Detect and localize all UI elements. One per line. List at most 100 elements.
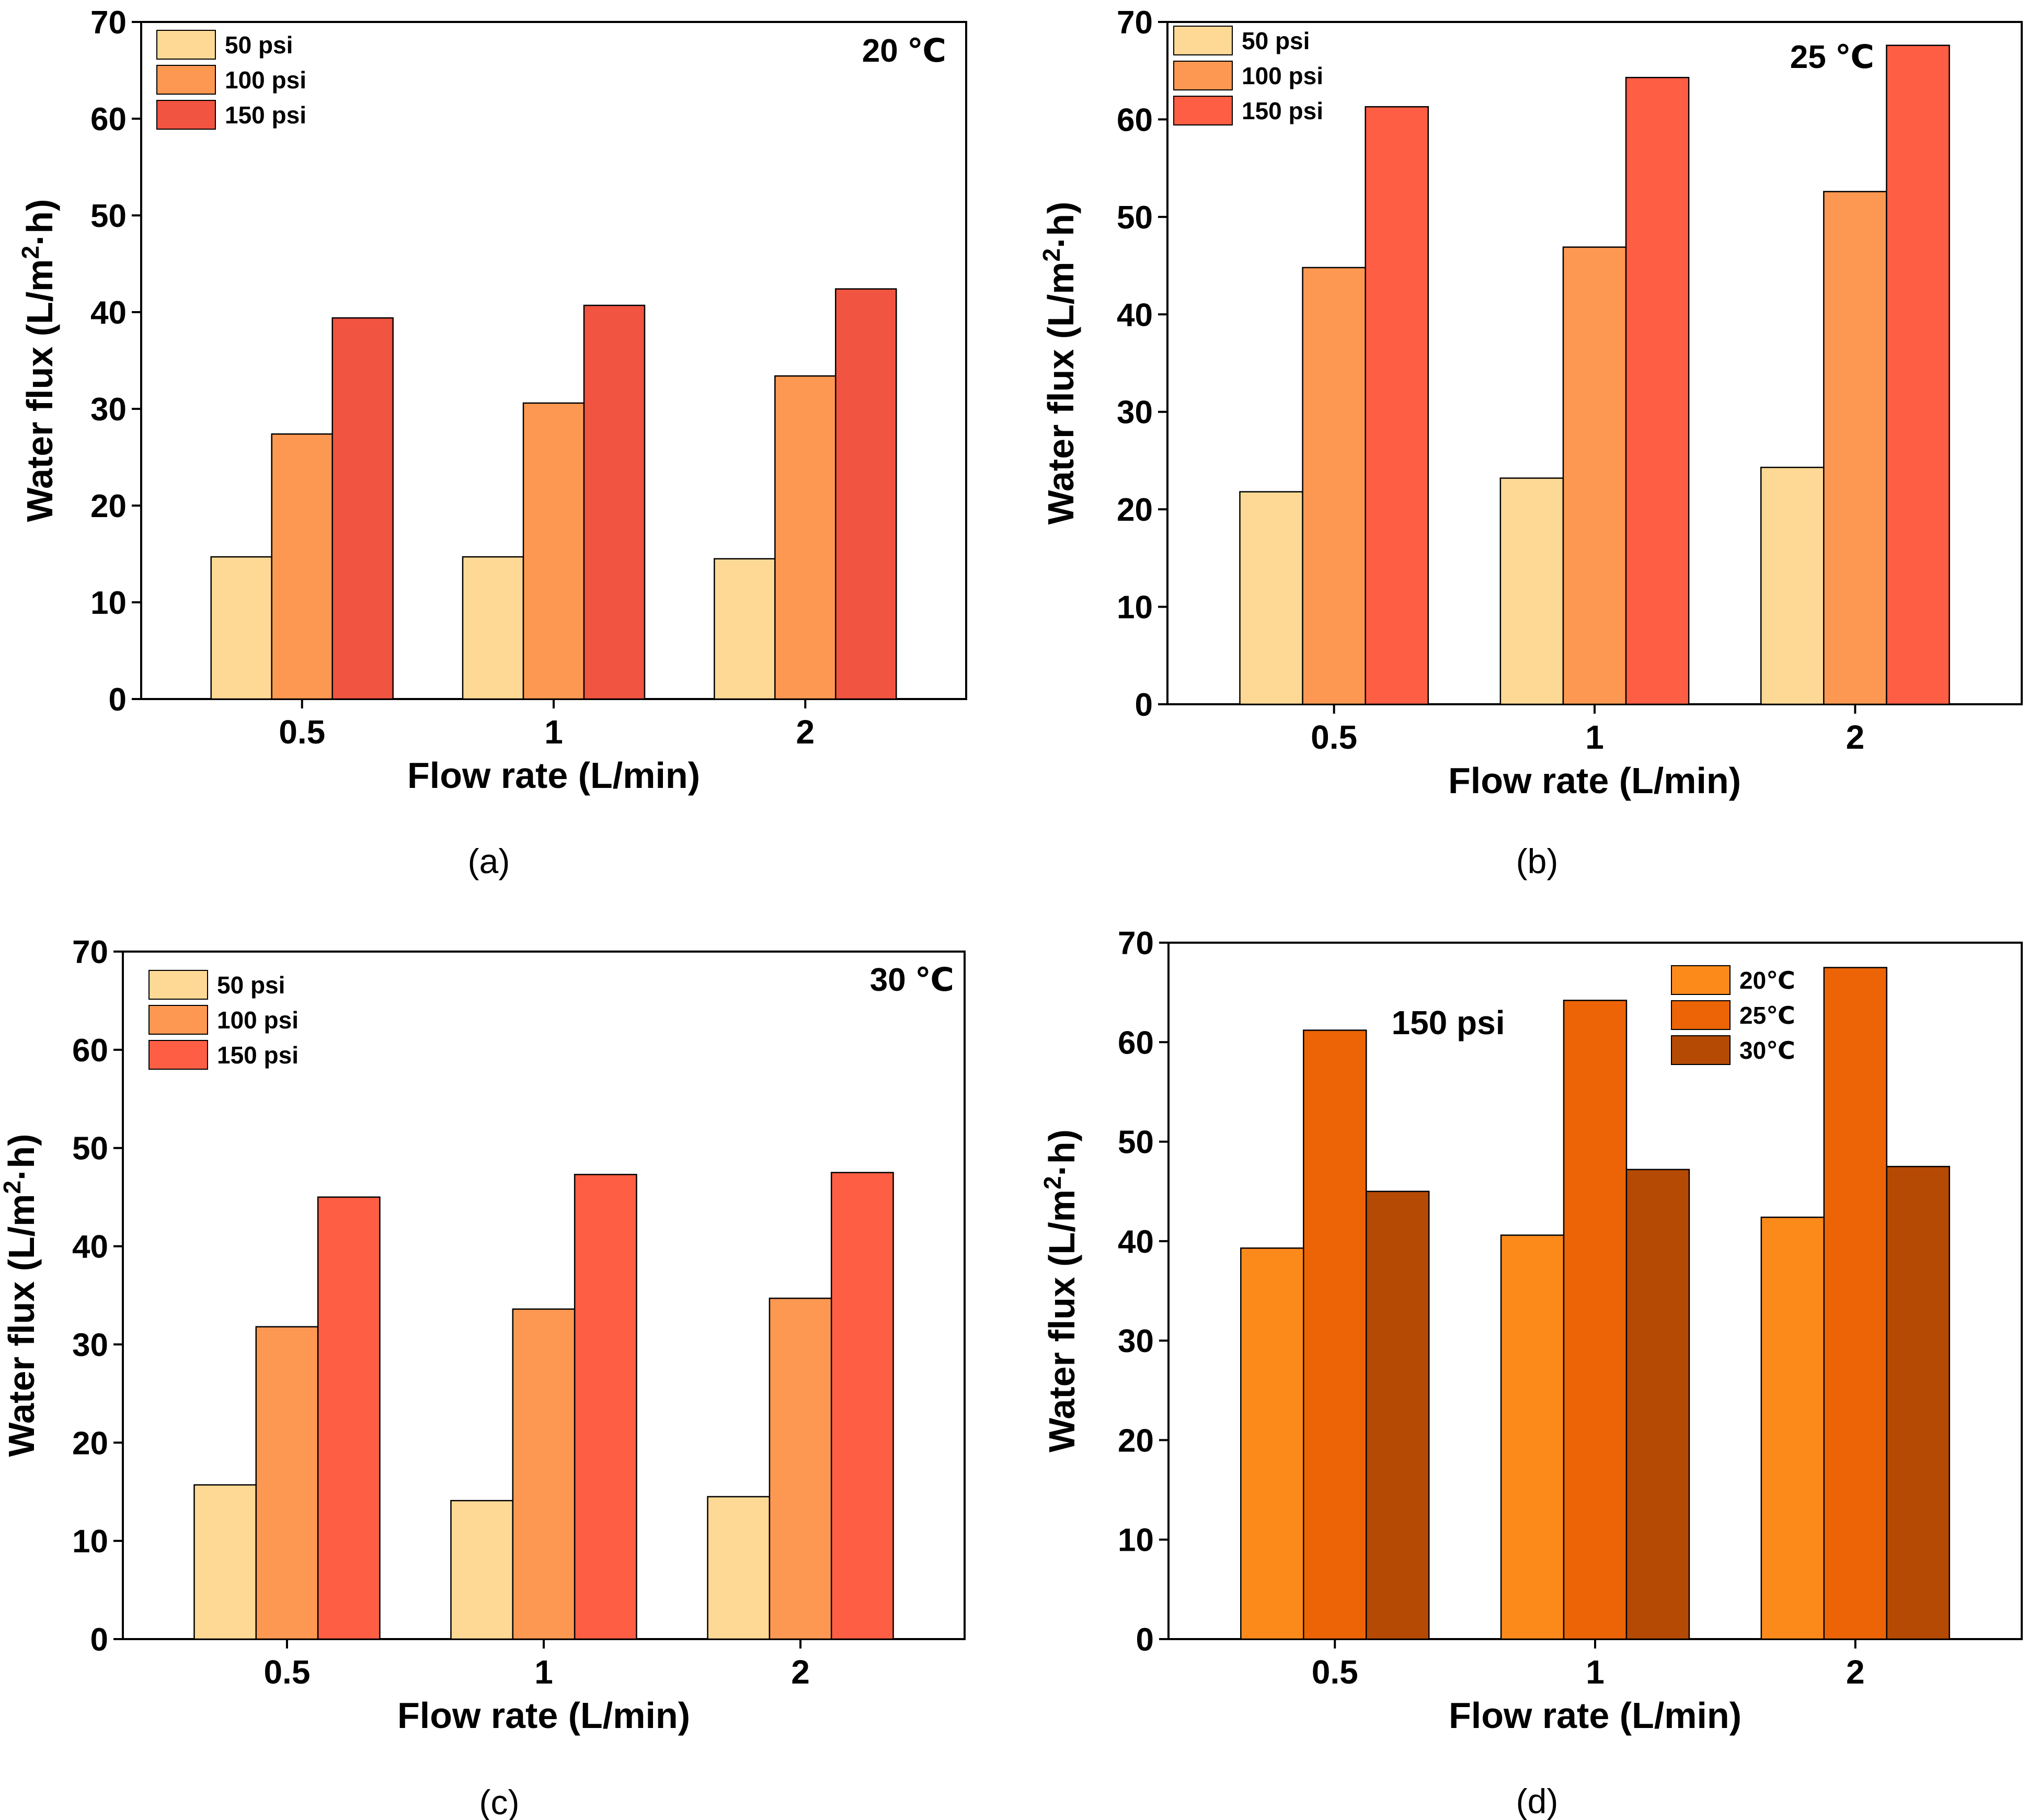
y-tick-label: 70 — [90, 5, 127, 41]
y-tick-label: 20 — [90, 488, 127, 524]
y-tick-label: 70 — [1118, 925, 1154, 961]
legend-label: 30℃ — [1739, 1037, 1795, 1064]
x-tick-label: 1 — [1586, 1653, 1605, 1691]
chart-panel-c: 0 10 20 30 40 50 60 70 0.5 1 2 Flow rate (L/min) Wat… — [0, 934, 966, 1820]
y-tick-label: 20 — [1117, 492, 1153, 528]
y-tick-label: 20 — [1118, 1423, 1154, 1459]
panel-annotation: 25 ℃ — [1790, 39, 1874, 75]
legend-label: 50 psi — [217, 971, 285, 999]
legend-swatch — [148, 1040, 208, 1070]
bar-d-25-2 — [1823, 967, 1887, 1640]
bar-a-150psi-1 — [583, 304, 646, 700]
y-tick-label: 30 — [1117, 395, 1153, 431]
legend-swatch — [1671, 1035, 1731, 1065]
x-tick-label: 1 — [534, 1653, 553, 1691]
bar-a-100psi-0_5 — [271, 433, 333, 700]
x-tick-label: 0.5 — [279, 713, 325, 751]
legend-swatch — [156, 65, 216, 95]
y-tick-label: 0 — [1136, 1622, 1154, 1658]
x-tick-label: 2 — [796, 713, 815, 751]
bar-b-150psi-0_5 — [1365, 106, 1429, 705]
legend-swatch — [1671, 1000, 1731, 1030]
bar-d-25-0_5 — [1303, 1029, 1367, 1640]
x-tick-label: 2 — [791, 1653, 810, 1691]
y-tick-label: 30 — [1118, 1323, 1154, 1359]
legend-swatch — [148, 970, 208, 1000]
y-tick-label: 50 — [90, 198, 127, 234]
bar-d-30-0_5 — [1365, 1191, 1430, 1640]
legend-swatch — [1173, 61, 1233, 90]
bar-b-100psi-2 — [1823, 191, 1887, 705]
bar-c-50psi-1 — [450, 1500, 514, 1640]
x-axis-label: Flow rate (L/min) — [407, 755, 700, 796]
bar-a-50psi-2 — [714, 558, 776, 700]
y-axis-label: Water flux (L/m2·h) — [1039, 1129, 1082, 1452]
bar-c-50psi-0_5 — [193, 1484, 257, 1640]
legend: 50 psi 100 psi 150 psi — [1173, 26, 1323, 125]
y-tick-label: 70 — [1117, 5, 1153, 41]
y-tick-label: 10 — [1118, 1523, 1154, 1559]
chart-panel-d: 0 10 20 30 40 50 60 70 0.5 1 2 Flow rate (L/min) Wat… — [1039, 925, 2023, 1820]
x-tick-label: 0.5 — [1311, 718, 1357, 756]
bar-a-150psi-0_5 — [331, 317, 394, 700]
y-tick-label: 0 — [109, 682, 127, 718]
bar-b-150psi-1 — [1625, 77, 1690, 705]
panel-caption: (b) — [1516, 842, 1559, 880]
legend-label: 100 psi — [225, 66, 306, 94]
y-tick-label: 70 — [72, 934, 108, 970]
y-tick-label: 30 — [72, 1327, 108, 1363]
legend-swatch — [156, 30, 216, 60]
y-tick-label: 50 — [1118, 1125, 1154, 1161]
y-tick-label: 10 — [1117, 590, 1153, 626]
x-axis-label: Flow rate (L/min) — [1448, 760, 1741, 801]
legend-swatch — [1671, 965, 1731, 995]
chart-panel-a: 0 10 20 30 40 50 60 70 0.5 1 2 Flow rate (L/min) Wat… — [17, 5, 967, 880]
bar-a-50psi-0_5 — [210, 556, 272, 700]
legend-label: 100 psi — [1242, 62, 1323, 89]
legend-swatch — [1173, 26, 1233, 55]
y-tick-label: 60 — [72, 1033, 108, 1069]
x-tick-label: 1 — [1585, 718, 1604, 756]
bar-b-50psi-0_5 — [1239, 491, 1303, 705]
x-axis-label: Flow rate (L/min) — [1449, 1695, 1741, 1736]
x-tick-label: 0.5 — [1312, 1653, 1358, 1691]
bar-d-20-1 — [1500, 1234, 1565, 1640]
y-axis-label: Water flux (L/m2·h) — [0, 1134, 42, 1457]
legend-label: 100 psi — [217, 1006, 299, 1034]
y-tick-label: 50 — [1117, 200, 1153, 236]
panel-annotation: 30 ℃ — [870, 962, 954, 998]
y-tick-label: 30 — [90, 392, 127, 428]
y-tick-label: 40 — [72, 1229, 108, 1265]
y-tick-label: 0 — [90, 1622, 108, 1658]
y-tick-label: 60 — [90, 101, 127, 138]
bar-d-25-1 — [1563, 1000, 1628, 1640]
bar-b-50psi-1 — [1499, 477, 1564, 705]
legend-label: 50 psi — [1242, 27, 1310, 54]
y-tick-label: 40 — [90, 295, 127, 331]
legend: 50 psi 100 psi 150 psi — [156, 30, 306, 130]
bar-c-150psi-1 — [574, 1174, 637, 1640]
legend: 20℃ 25℃ 30℃ — [1671, 965, 1795, 1065]
bar-c-150psi-2 — [830, 1172, 894, 1640]
y-tick-label: 60 — [1118, 1025, 1154, 1061]
bar-d-30-1 — [1625, 1169, 1690, 1640]
legend-swatch — [148, 1005, 208, 1035]
panel-annotation: 20 ℃ — [862, 33, 946, 69]
bar-b-100psi-0_5 — [1302, 267, 1366, 705]
y-tick-label: 0 — [1135, 687, 1153, 723]
x-tick-label: 2 — [1846, 1653, 1865, 1691]
bar-d-20-2 — [1760, 1216, 1825, 1640]
bar-c-150psi-0_5 — [317, 1196, 381, 1640]
y-axis-label: Water flux (L/m2·h) — [17, 199, 60, 522]
bar-d-30-2 — [1886, 1165, 1950, 1640]
panel-annotation: 150 psi — [1391, 1004, 1505, 1041]
y-tick-label: 20 — [72, 1425, 108, 1461]
legend-label: 20℃ — [1739, 967, 1795, 994]
x-tick-label: 0.5 — [263, 1653, 310, 1691]
legend-label: 25℃ — [1739, 1002, 1795, 1029]
y-tick-label: 40 — [1117, 297, 1153, 333]
y-tick-label: 10 — [72, 1524, 108, 1560]
x-tick-label: 1 — [544, 713, 563, 751]
y-axis-label: Water flux (L/m2·h) — [1038, 202, 1081, 525]
bar-a-100psi-1 — [522, 402, 585, 700]
